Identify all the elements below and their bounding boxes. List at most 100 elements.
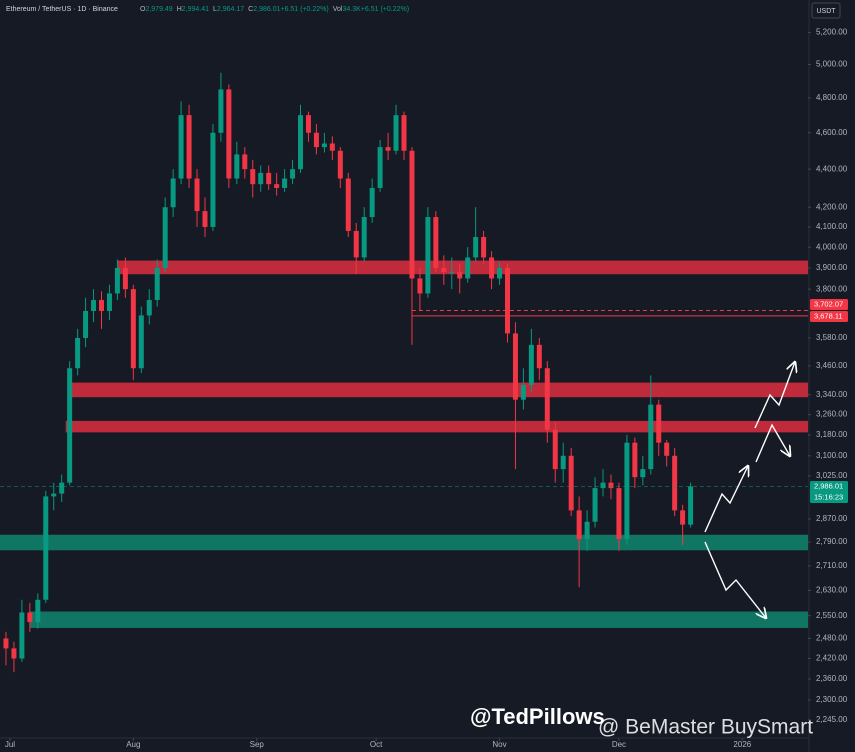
- candle-body: [67, 368, 73, 483]
- candle-body: [457, 272, 463, 279]
- candle-body: [11, 648, 17, 659]
- x-tick-label: Sep: [250, 740, 265, 749]
- y-tick-label: 4,000.00: [816, 242, 848, 251]
- y-tick-label: 3,800.00: [816, 284, 848, 293]
- y-tick-label: 4,100.00: [816, 222, 848, 231]
- currency-label[interactable]: USDT: [816, 8, 836, 15]
- projection-arrows: [704, 362, 795, 618]
- candle-body: [552, 429, 558, 470]
- y-tick-label: 2,245.00: [816, 715, 848, 724]
- candle-body: [688, 486, 694, 525]
- candle-body: [178, 115, 184, 179]
- arrow: [754, 362, 795, 429]
- candle-body: [274, 184, 280, 188]
- candle-body: [576, 510, 582, 540]
- candle-body: [250, 169, 256, 185]
- candle-body: [43, 496, 49, 600]
- x-tick-label: Oct: [370, 740, 383, 749]
- candle-body: [441, 267, 447, 273]
- candle-body: [401, 115, 407, 151]
- y-tick-label: 5,000.00: [816, 60, 848, 69]
- candle-body: [632, 442, 638, 478]
- currency-button[interactable]: [811, 2, 841, 19]
- candle-body: [600, 482, 606, 489]
- candle-body: [640, 469, 646, 478]
- arrow: [704, 466, 748, 533]
- candle-body: [305, 115, 311, 133]
- candle-body: [210, 132, 216, 227]
- price-tag: [810, 311, 848, 323]
- y-tick-label: 5,200.00: [816, 28, 848, 37]
- candle-body: [329, 143, 335, 151]
- candle-body: [616, 488, 622, 540]
- candle-body: [162, 207, 168, 268]
- arrow: [755, 423, 790, 463]
- candle-body: [202, 211, 208, 227]
- quote-value: 2,979.49: [145, 6, 172, 13]
- y-tick-label: 2,790.00: [816, 537, 848, 546]
- price-tag-label: 2,986.01: [814, 481, 843, 490]
- candle-body: [377, 147, 383, 188]
- candle-body: [353, 230, 359, 258]
- candle-body: [560, 455, 566, 470]
- candle-body: [624, 442, 630, 540]
- quote-label: C: [248, 6, 253, 13]
- candle-body: [298, 115, 304, 170]
- watermark: @TedPillows: [470, 704, 605, 729]
- candle-body: [656, 404, 662, 443]
- candle-body: [481, 236, 487, 258]
- x-tick-label: Aug: [126, 740, 140, 749]
- candle-body: [592, 488, 598, 522]
- y-tick-label: 2,710.00: [816, 561, 848, 570]
- candle-body: [489, 257, 495, 279]
- arrow: [704, 541, 766, 618]
- quote-value: 2,994.41: [182, 6, 209, 13]
- x-tick-label: Dec: [612, 740, 626, 749]
- candle-body: [497, 267, 503, 279]
- candle-body: [234, 154, 240, 179]
- quote-value: +6.51 (+0.22%): [280, 6, 328, 13]
- candle-body: [504, 267, 510, 334]
- candle-body: [130, 289, 136, 369]
- candle-body: [242, 154, 248, 170]
- candle-body: [425, 217, 431, 294]
- price-tag: [810, 480, 848, 503]
- quote-line: O2,979.49 H2,994.41 L2,964.17 C2,986.01+6.5…: [140, 6, 409, 13]
- candle-body: [35, 599, 41, 623]
- candle-body: [608, 482, 614, 489]
- quote-value: 2,964.17: [217, 6, 244, 13]
- x-tick-label: Jul: [5, 740, 15, 749]
- quote-value: 34.3K: [342, 6, 361, 13]
- y-tick-label: 4,200.00: [816, 202, 848, 211]
- candle-body: [98, 299, 104, 311]
- x-tick-label: 2026: [733, 740, 751, 749]
- y-tick-label: 4,800.00: [816, 93, 848, 102]
- candle-body: [282, 178, 288, 188]
- y-tick-label: 3,260.00: [816, 410, 848, 419]
- candle-body: [544, 368, 550, 430]
- candle-body: [672, 455, 678, 511]
- candle-body: [417, 278, 423, 294]
- y-tick-label: 3,900.00: [816, 263, 848, 272]
- y-tick-label: 2,300.00: [816, 695, 848, 704]
- quote-label: L: [213, 6, 217, 13]
- y-tick-label: 4,600.00: [816, 128, 848, 137]
- price-tag: [810, 299, 848, 311]
- candle-body: [473, 236, 479, 258]
- candle-body: [385, 147, 391, 151]
- y-tick-label: 3,025.00: [816, 471, 848, 480]
- candle-body: [680, 510, 686, 525]
- y-tick-label: 2,420.00: [816, 654, 848, 663]
- candle-body: [75, 337, 81, 369]
- price-tag-label: 3,702.07: [814, 300, 843, 309]
- quote-value: 2,986.01: [253, 6, 280, 13]
- y-tick-label: 2,870.00: [816, 514, 848, 523]
- candle-body: [345, 178, 351, 231]
- y-tick-label: 3,180.00: [816, 430, 848, 439]
- candle-body: [19, 612, 25, 659]
- y-tick-label: 3,460.00: [816, 361, 848, 370]
- candle-body: [122, 267, 128, 290]
- candle-body: [290, 169, 296, 179]
